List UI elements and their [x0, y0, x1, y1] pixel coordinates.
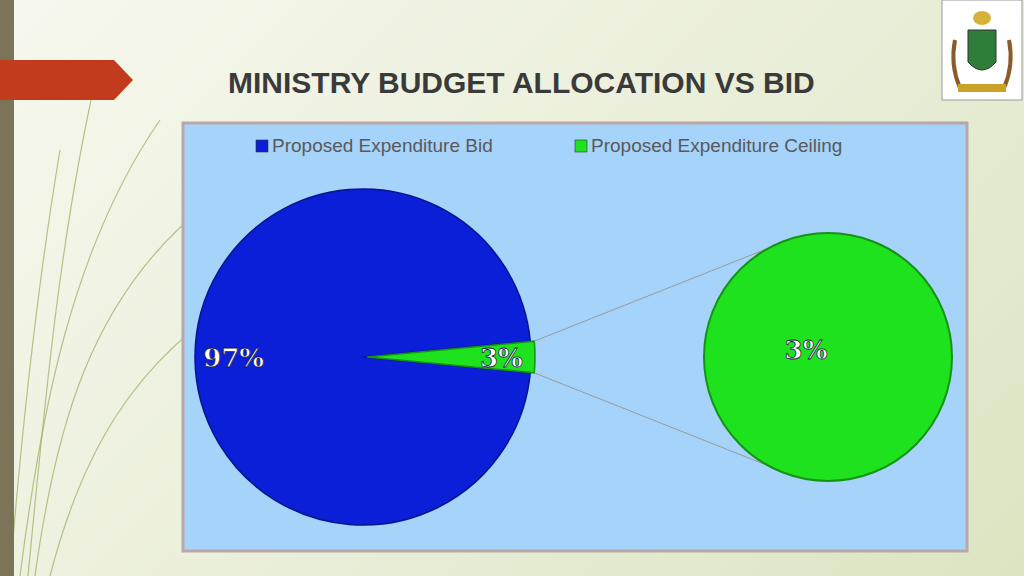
legend-entry: Proposed Expenditure Bid — [256, 135, 493, 156]
data-label: 3% — [785, 335, 828, 365]
emblem-shield — [968, 30, 996, 70]
main-pie — [195, 189, 535, 525]
legend-swatch — [575, 140, 587, 152]
title: MINISTRY BUDGET ALLOCATION VS BID — [228, 66, 815, 99]
emblem-supporters — [953, 40, 1010, 88]
plot — [195, 189, 952, 525]
title-arrow — [0, 60, 133, 100]
emblem-crest — [973, 11, 991, 25]
decoration — [0, 0, 1022, 576]
pie-slice — [195, 189, 530, 525]
data-label: 3% — [480, 343, 523, 373]
legend-label: Proposed Expenditure Ceiling — [591, 135, 842, 156]
curve — [20, 120, 160, 576]
pie-slice — [704, 233, 952, 481]
chart-area — [183, 123, 967, 551]
legend-label: Proposed Expenditure Bid — [272, 135, 493, 156]
data-labels: 97% 3% 3% — [203, 335, 827, 373]
emblem — [942, 0, 1022, 100]
legend-swatch — [256, 140, 268, 152]
pie-slice — [367, 341, 535, 373]
curve — [28, 60, 100, 576]
emblem-base — [958, 84, 1006, 92]
legend: Proposed Expenditure Bid Proposed Expendi… — [256, 135, 842, 156]
legend-entry: Proposed Expenditure Ceiling — [575, 135, 842, 156]
data-label: 97% — [203, 343, 264, 373]
emblem-frame — [942, 0, 1022, 100]
page: MINISTRY BUDGET ALLOCATION VS BID Propose… — [0, 0, 1024, 576]
secondary-pie — [704, 233, 952, 481]
curve — [35, 210, 200, 576]
curve — [10, 150, 60, 576]
